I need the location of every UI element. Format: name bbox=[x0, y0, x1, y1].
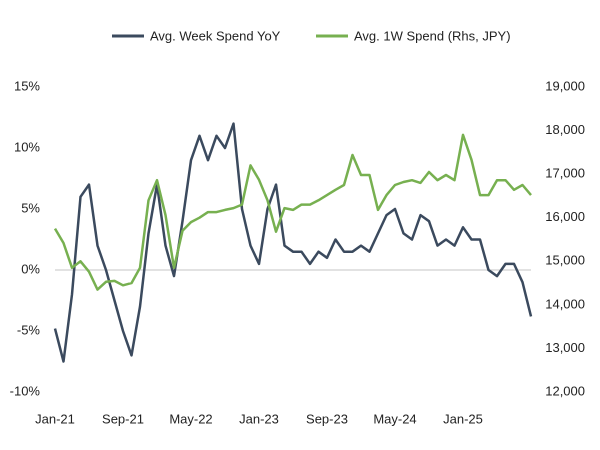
y2-tick-label: 18,000 bbox=[545, 122, 585, 137]
y2-tick-label: 19,000 bbox=[545, 78, 585, 93]
series-line bbox=[53, 122, 533, 363]
x-tick-label: Jan-21 bbox=[35, 411, 75, 426]
y2-tick-label: 17,000 bbox=[545, 166, 585, 181]
x-tick-label: Sep-23 bbox=[306, 411, 348, 426]
x-tick-label: May-22 bbox=[169, 411, 212, 426]
y2-tick-label: 16,000 bbox=[545, 209, 585, 224]
y2-tick-label: 13,000 bbox=[545, 340, 585, 355]
y-tick-label: 5% bbox=[21, 200, 40, 215]
x-tick-label: Sep-21 bbox=[102, 411, 144, 426]
y-tick-label: 10% bbox=[14, 139, 40, 154]
y-tick-label: 0% bbox=[21, 261, 40, 276]
x-tick-label: Jan-25 bbox=[443, 411, 483, 426]
series-line bbox=[53, 133, 532, 291]
y2-tick-label: 12,000 bbox=[545, 383, 585, 398]
y-tick-label: -5% bbox=[17, 322, 41, 337]
x-tick-label: Jan-23 bbox=[239, 411, 279, 426]
x-tick-label: May-24 bbox=[373, 411, 416, 426]
legend-label: Avg. 1W Spend (Rhs, JPY) bbox=[354, 28, 511, 43]
y2-tick-label: 15,000 bbox=[545, 253, 585, 268]
y-tick-label: 15% bbox=[14, 78, 40, 93]
y2-tick-label: 14,000 bbox=[545, 296, 585, 311]
legend-label: Avg. Week Spend YoY bbox=[150, 28, 281, 43]
y-tick-label: -10% bbox=[10, 383, 41, 398]
